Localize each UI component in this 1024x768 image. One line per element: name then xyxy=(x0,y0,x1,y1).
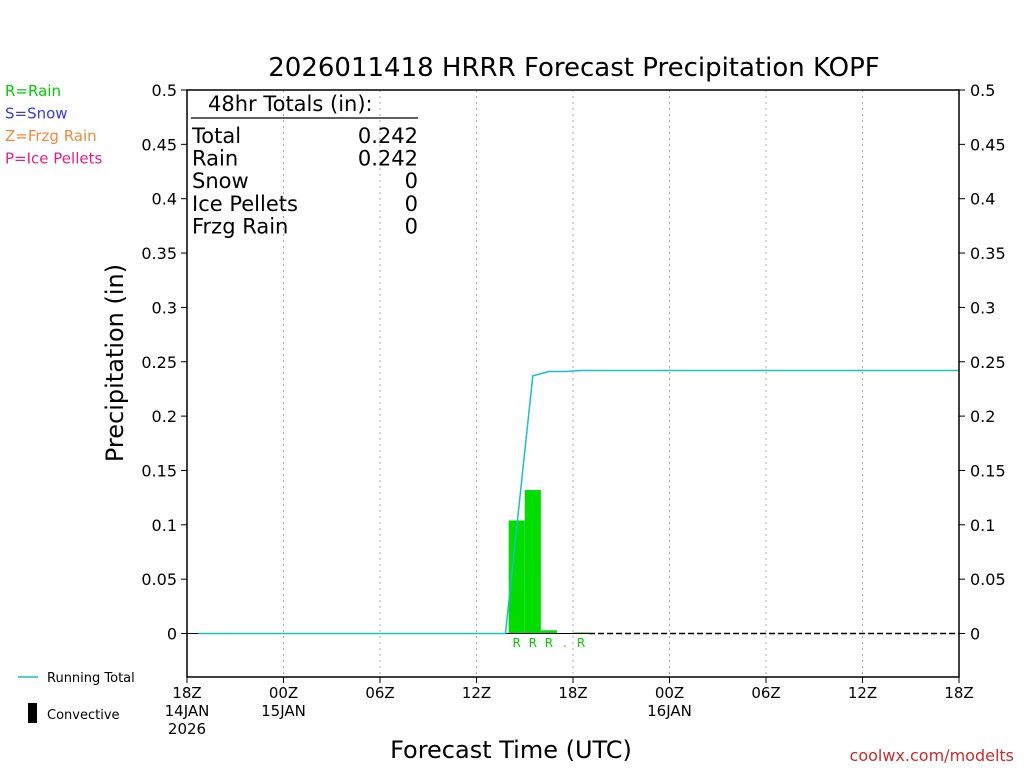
x-tick-label: 15JAN xyxy=(261,702,306,720)
totals-row-label: Ice Pellets xyxy=(192,192,298,216)
x-tick-label: 16JAN xyxy=(647,702,692,720)
precip-type-legend-item: Z=Frzg Rain xyxy=(5,127,97,145)
totals-row-value: 0.242 xyxy=(358,147,418,171)
y-tick-label-right: 0.05 xyxy=(970,570,1006,589)
y-tick-label: 0.25 xyxy=(141,353,177,372)
y-tick-label: 0.15 xyxy=(141,461,177,480)
convective-legend-label: Convective xyxy=(47,708,120,723)
totals-row-label: Rain xyxy=(192,147,238,171)
rain-bar xyxy=(508,520,525,634)
x-tick-label: 06Z xyxy=(365,684,394,702)
y-tick-label: 0.3 xyxy=(152,298,177,317)
y-axis-right: 0 0.05 0.1 0.15 0.2 0.25 0.3 0.35 0.4 0.45 0.5 xyxy=(959,81,1006,644)
running-total-series xyxy=(198,369,959,635)
totals-row-value: 0 xyxy=(405,169,418,193)
totals-row-value: 0.242 xyxy=(358,124,418,148)
precip-type-legend-item: P=Ice Pellets xyxy=(5,150,102,168)
precip-type-marker: . xyxy=(563,636,567,650)
totals-row-value: 0 xyxy=(405,214,418,238)
vertical-grid xyxy=(283,90,863,677)
y-tick-label-right: 0.1 xyxy=(970,516,995,535)
y-tick-label: 0.1 xyxy=(152,516,177,535)
credit-label: coolwx.com/modelts xyxy=(850,746,1014,765)
rain-bars xyxy=(508,490,590,634)
y-axis-label: Precipitation (in) xyxy=(101,264,129,462)
running-total-legend-label: Running Total xyxy=(47,671,135,686)
x-tick-label: 18Z xyxy=(172,684,201,702)
precip-type-marker: R xyxy=(577,636,585,650)
rain-bar xyxy=(573,632,590,634)
y-tick-label-right: 0.15 xyxy=(970,461,1006,480)
y-tick-label-right: 0.5 xyxy=(970,81,995,100)
y-tick-label-right: 0.4 xyxy=(970,190,995,209)
x-tick-label: 12Z xyxy=(848,684,877,702)
y-tick-label: 0.35 xyxy=(141,244,177,263)
chart-title: 2026011418 HRRR Forecast Precipitation K… xyxy=(268,53,879,83)
y-tick-label-right: 0.25 xyxy=(970,353,1006,372)
y-tick-label-right: 0.45 xyxy=(970,135,1006,154)
y-tick-label-right: 0.35 xyxy=(970,244,1006,263)
y-tick-label: 0.5 xyxy=(152,81,177,100)
precip-type-marker: R xyxy=(513,636,521,650)
totals-row-label: Snow xyxy=(192,169,249,193)
bottom-legend: Running Total Convective xyxy=(18,671,135,723)
y-tick-label: 0.4 xyxy=(152,190,177,209)
y-tick-label-right: 0.3 xyxy=(970,298,995,317)
y-tick-label: 0.45 xyxy=(141,135,177,154)
x-tick-label: 00Z xyxy=(655,684,684,702)
x-tick-label: 18Z xyxy=(558,684,587,702)
precip-type-marker: R xyxy=(529,636,537,650)
rain-bar xyxy=(524,490,541,634)
totals-row-label: Frzg Rain xyxy=(192,214,288,238)
x-tick-label: 06Z xyxy=(751,684,780,702)
totals-heading: 48hr Totals (in): xyxy=(208,92,373,116)
x-tick-label: 14JAN xyxy=(165,702,210,720)
running-total-line xyxy=(198,369,959,635)
y-tick-label-right: 0 xyxy=(970,625,980,644)
rain-bar xyxy=(540,630,557,634)
totals-row-label: Total xyxy=(191,124,241,148)
y-tick-label: 0 xyxy=(167,625,177,644)
convective-swatch xyxy=(28,703,37,723)
y-tick-label: 0.2 xyxy=(152,407,177,426)
y-tick-label-right: 0.2 xyxy=(970,407,995,426)
precip-type-legend: R=Rain S=Snow Z=Frzg Rain P=Ice Pellets xyxy=(5,82,102,168)
x-tick-label: 12Z xyxy=(462,684,491,702)
x-axis-label: Forecast Time (UTC) xyxy=(390,736,632,764)
y-axis-left: 0 0.05 0.1 0.15 0.2 0.25 0.3 0.35 0.4 0.45 0.5 xyxy=(141,81,187,644)
precip-type-legend-item: S=Snow xyxy=(5,105,68,123)
totals-box: 48hr Totals (in): Total 0.242 Rain 0.242 Snow… xyxy=(191,92,418,238)
x-tick-label: 2026 xyxy=(168,720,206,738)
precip-type-marker: R xyxy=(545,636,553,650)
x-tick-label: 00Z xyxy=(269,684,298,702)
x-tick-label: 18Z xyxy=(944,684,973,702)
totals-row-value: 0 xyxy=(405,192,418,216)
y-tick-label: 0.05 xyxy=(141,570,177,589)
precip-type-legend-item: R=Rain xyxy=(5,82,61,100)
